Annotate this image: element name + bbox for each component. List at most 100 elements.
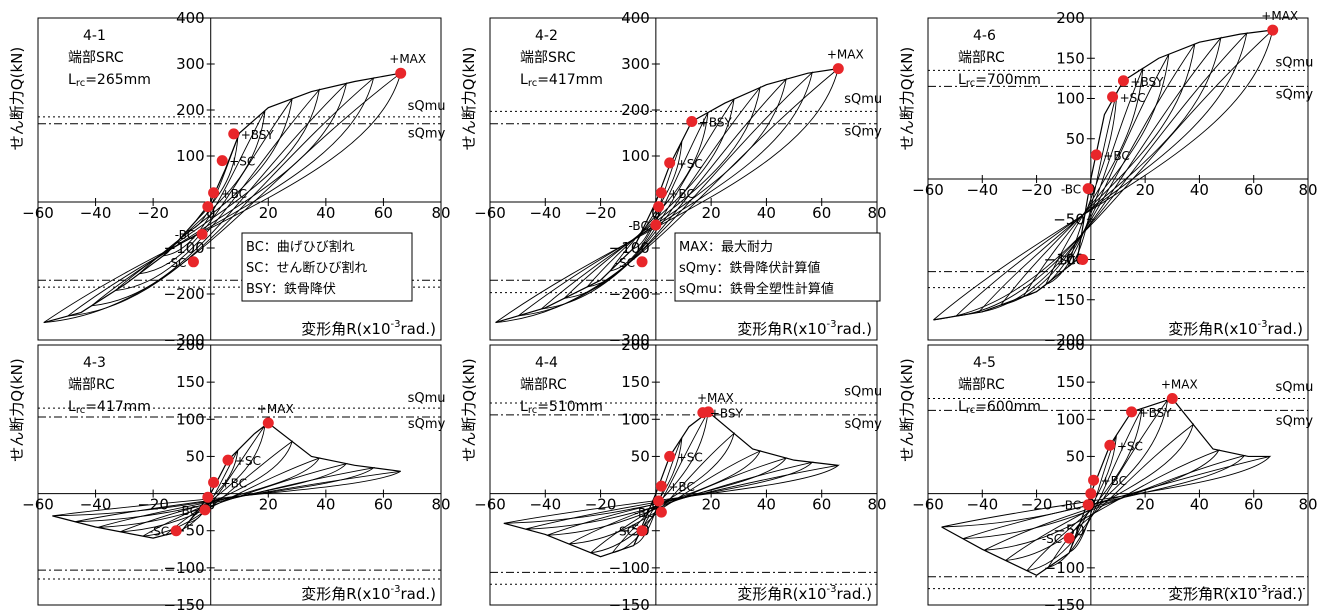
x-axis-label: 変形角R(x10-3rad.) — [737, 319, 872, 338]
end-type-label: 端部RC — [520, 377, 567, 393]
x-axis-label: 変形角R(x10-3rad.) — [301, 584, 436, 603]
event-label: +MAX — [389, 52, 426, 66]
x-tick-label: 20 — [702, 496, 721, 514]
event-label: +MAX — [1161, 377, 1198, 391]
ref-label-sQmu: sQmu — [408, 99, 446, 114]
event-point — [196, 228, 208, 240]
event-label: -SC — [166, 256, 186, 270]
event-point — [1082, 183, 1094, 195]
event-point — [832, 63, 844, 75]
x-tick-label: 60 — [812, 204, 831, 222]
event-label: -SC — [1042, 532, 1062, 546]
legend-entry: MAX：最大耐力 — [679, 240, 773, 255]
event-label: -SC — [149, 525, 169, 539]
event-label: +BC — [1101, 474, 1127, 488]
event-point — [1085, 488, 1097, 500]
event-point — [1117, 75, 1129, 87]
x-tick-label: 80 — [867, 496, 886, 514]
chart-panel-4-1: −60 −40 −20 0 20 40 60 80−300−200−1001002003004… — [8, 9, 451, 349]
x-tick-label: 80 — [867, 204, 886, 222]
y-tick-label: 100 — [176, 147, 205, 165]
event-point — [655, 480, 667, 492]
event-label: -SC — [1055, 254, 1075, 268]
ref-label-sQmu: sQmu — [844, 92, 882, 107]
event-label: +SC — [1120, 91, 1146, 105]
y-tick-label: 100 — [621, 147, 650, 165]
x-tick-label: 20 — [702, 204, 721, 222]
envelope-curve — [933, 29, 1273, 321]
y-tick-label: −50 — [1053, 210, 1085, 228]
y-tick-label: 300 — [621, 55, 650, 73]
hysteresis-loop — [503, 464, 840, 524]
end-type-label: 端部RC — [68, 377, 115, 393]
ref-label-sQmy: sQmy — [408, 127, 446, 142]
y-tick-label: −150 — [1044, 596, 1085, 614]
y-tick-label: 100 — [1056, 410, 1085, 428]
event-label: +SC — [229, 155, 255, 169]
event-point — [199, 504, 211, 516]
y-tick-label: 100 — [1056, 90, 1085, 108]
y-tick-label: 50 — [631, 447, 650, 465]
lrc-label: Lrc=600mm — [958, 399, 1041, 416]
x-tick-label: 80 — [431, 204, 450, 222]
end-type-label: 端部SRC — [68, 50, 124, 66]
event-point — [216, 155, 228, 167]
x-tick-label: −20 — [1021, 496, 1053, 514]
event-point — [697, 407, 709, 419]
x-axis-label: 変形角R(x10-3rad.) — [301, 319, 436, 338]
x-tick-label: −20 — [585, 204, 617, 222]
event-label: -BC — [634, 506, 654, 520]
event-point — [187, 256, 199, 268]
event-point — [202, 201, 214, 213]
legend-entry: sQmy：鉄骨降伏計算値 — [679, 260, 820, 276]
plot-frame — [489, 17, 878, 341]
event-label: +MAX — [697, 391, 734, 405]
ref-label-sQmy: sQmy — [1276, 88, 1314, 103]
event-label: +BSY — [710, 407, 744, 421]
x-tick-label: 20 — [1136, 181, 1155, 199]
event-point — [208, 476, 220, 488]
ref-label-sQmy: sQmy — [408, 417, 446, 432]
envelope-curve — [43, 72, 401, 324]
x-tick-label: 0 — [651, 204, 661, 222]
hysteresis-loop — [1047, 408, 1143, 568]
lrc-label: Lrc=417mm — [520, 72, 603, 89]
x-tick-label: 40 — [1190, 181, 1209, 199]
event-label: +BC — [221, 476, 247, 490]
x-tick-label: −60 — [912, 496, 944, 514]
event-point — [664, 157, 676, 169]
y-axis-label: せん断力Q(kN) — [898, 358, 916, 461]
specimen-id: 4-3 — [83, 355, 106, 371]
y-tick-label: −100 — [164, 559, 205, 577]
legend-entry: SC：せん断ひび割れ — [246, 260, 367, 276]
y-tick-label: 150 — [1056, 49, 1085, 67]
event-point — [262, 417, 274, 429]
event-point — [1107, 91, 1119, 103]
event-point — [1063, 532, 1075, 544]
event-point — [655, 506, 667, 518]
x-tick-label: −40 — [529, 204, 561, 222]
x-tick-label: −40 — [80, 496, 112, 514]
x-tick-label: 80 — [1298, 496, 1317, 514]
plot-frame — [37, 344, 442, 606]
specimen-id: 4-1 — [83, 28, 106, 44]
y-tick-label: 200 — [621, 101, 650, 119]
event-point — [1126, 406, 1138, 418]
event-point — [655, 187, 667, 199]
event-point — [1166, 392, 1178, 404]
plot-frame — [927, 344, 1309, 606]
x-tick-label: 20 — [259, 496, 278, 514]
y-tick-label: 50 — [1066, 447, 1085, 465]
chart-panel-4-3: −60 −40 −20 0 20 40 60 80−150−100−5050100150200… — [8, 336, 451, 614]
plot-frame — [489, 344, 878, 606]
x-tick-label: 60 — [374, 204, 393, 222]
y-tick-label: 200 — [176, 101, 205, 119]
event-point — [222, 454, 234, 466]
y-tick-label: −100 — [609, 559, 650, 577]
y-tick-label: 100 — [176, 410, 205, 428]
ref-label-sQmu: sQmu — [408, 391, 446, 406]
x-tick-label: 60 — [1244, 181, 1263, 199]
event-label: -SC — [615, 256, 635, 270]
y-axis-label: せん断力Q(kN) — [8, 358, 26, 461]
y-tick-label: 150 — [621, 373, 650, 391]
